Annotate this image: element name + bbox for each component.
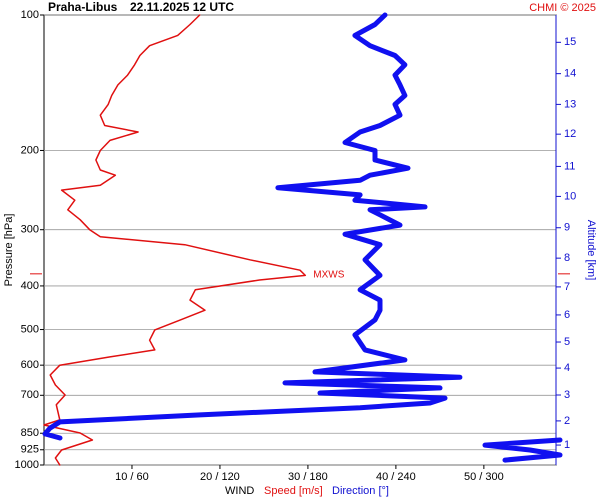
y2-tick-label: 2 xyxy=(564,415,570,427)
y-tick-label: 400 xyxy=(21,280,39,292)
y-tick-label: 300 xyxy=(21,224,39,236)
y2-tick-label: 3 xyxy=(564,389,570,401)
y-tick-label: 850 xyxy=(21,427,39,439)
y-tick-label: 1000 xyxy=(15,459,39,471)
credit: CHMI © 2025 xyxy=(529,2,596,14)
y-tick-label: 500 xyxy=(21,323,39,335)
x-tick-label: 30 / 180 xyxy=(288,471,328,483)
y-tick-label: 600 xyxy=(21,359,39,371)
y-tick-label: 700 xyxy=(21,389,39,401)
y2-tick-label: 8 xyxy=(564,252,570,264)
y-tick-label: 100 xyxy=(21,9,39,21)
y-tick-label: 200 xyxy=(21,144,39,156)
y2-tick-label: 5 xyxy=(564,336,570,348)
y-tick-label: 925 xyxy=(21,444,39,456)
profile-line xyxy=(43,14,307,466)
y2-tick-label: 9 xyxy=(564,222,570,234)
legend-speed: Speed [m/s] xyxy=(264,485,323,497)
chart-title: Praha-Libus xyxy=(48,0,118,14)
y2-axis-label: Altitude [km] xyxy=(585,220,597,281)
y2-tick-label: 14 xyxy=(564,68,576,80)
y2-tick-label: 11 xyxy=(564,160,575,172)
y2-tick-label: 1 xyxy=(564,439,570,451)
y2-tick-label: 10 xyxy=(564,190,576,202)
x-tick-label: 50 / 300 xyxy=(464,471,504,483)
x-tick-label: 20 / 120 xyxy=(200,471,240,483)
y2-tick-label: 6 xyxy=(564,309,570,321)
x-axis-label: WIND xyxy=(225,485,254,497)
y2-tick-label: 15 xyxy=(564,36,576,48)
x-tick-label: 40 / 240 xyxy=(376,471,416,483)
y2-tick-label: 4 xyxy=(564,362,570,374)
y2-tick-label: 12 xyxy=(564,128,576,140)
y2-tick-label: 7 xyxy=(564,281,570,293)
y2-tick-label: 13 xyxy=(564,98,576,110)
chart-subtitle: 22.11.2025 12 UTC xyxy=(130,0,234,14)
annotation: MXWS xyxy=(313,269,344,280)
legend-direction: Direction [°] xyxy=(332,485,389,497)
profile-line xyxy=(42,12,563,463)
y-axis-label: Pressure [hPa] xyxy=(3,214,15,287)
x-tick-label: 10 / 60 xyxy=(115,471,149,483)
